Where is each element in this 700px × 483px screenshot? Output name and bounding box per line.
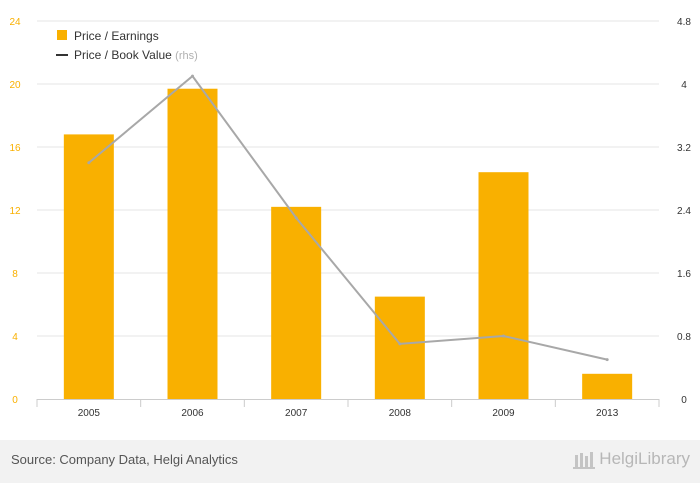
left-tick-label: 24: [9, 17, 21, 28]
right-tick-label: 3.2: [677, 143, 691, 154]
x-tick-label: 2013: [596, 408, 619, 419]
brand-name: HelgiLibrary: [599, 449, 690, 468]
bar-2006: [167, 88, 218, 399]
right-tick-label: 0: [681, 395, 687, 406]
bar-2007: [271, 206, 322, 399]
x-tick-label: 2008: [389, 408, 412, 419]
right-tick-label: 1.6: [677, 269, 691, 280]
legend-rhs-suffix: (rhs): [175, 50, 198, 62]
right-tick-label: 0.8: [677, 332, 691, 343]
point-2013: [605, 358, 609, 362]
point-2007: [294, 216, 298, 220]
bar-2009: [478, 172, 529, 399]
left-tick-label: 12: [9, 206, 21, 217]
library-icon: [573, 452, 596, 469]
right-tick-label: 4: [681, 80, 687, 91]
point-2006: [191, 74, 194, 78]
left-tick-label: 0: [12, 395, 18, 406]
source-note: Source: Company Data, Helgi Analytics: [11, 452, 238, 467]
point-2008: [398, 342, 402, 346]
bars: [63, 88, 633, 399]
gridlines: [37, 20, 659, 337]
line-price-book-value: [88, 74, 608, 361]
axes: 0 4 8 12 16 20 24 0 0.8 1.6 2.4 3.2 4 4.8 2005 2006 2007…: [9, 17, 691, 419]
left-tick-label: 20: [9, 80, 21, 91]
point-2005: [87, 161, 91, 165]
left-tick-label: 8: [12, 269, 18, 280]
right-tick-label: 4.8: [677, 17, 691, 28]
bar-2005: [63, 134, 114, 399]
right-tick-label: 2.4: [677, 206, 691, 217]
bar-2013: [582, 373, 633, 399]
footer-band: [0, 440, 700, 483]
chart-svg: 0 4 8 12 16 20 24 0 0.8 1.6 2.4 3.2 4 4.8 2005 2006 2007…: [9, 17, 691, 419]
line-series: [87, 74, 609, 362]
legend-label-price-book-value: Price / Book Value (rhs): [74, 48, 198, 62]
legend-label-price-earnings: Price / Earnings: [74, 29, 159, 43]
brand: HelgiLibrary: [573, 449, 690, 469]
x-tick-label: 2005: [78, 408, 101, 419]
point-2009: [502, 334, 505, 338]
legend: Price / Earnings Price / Book Value (rhs): [56, 29, 198, 62]
legend-swatch-price-earnings: [57, 30, 67, 40]
x-tick-label: 2009: [492, 408, 515, 419]
left-tick-label: 16: [9, 143, 21, 154]
bar-2008: [374, 296, 425, 399]
x-tick-label: 2006: [181, 408, 204, 419]
x-tick-label: 2007: [285, 408, 308, 419]
left-tick-label: 4: [12, 332, 18, 343]
